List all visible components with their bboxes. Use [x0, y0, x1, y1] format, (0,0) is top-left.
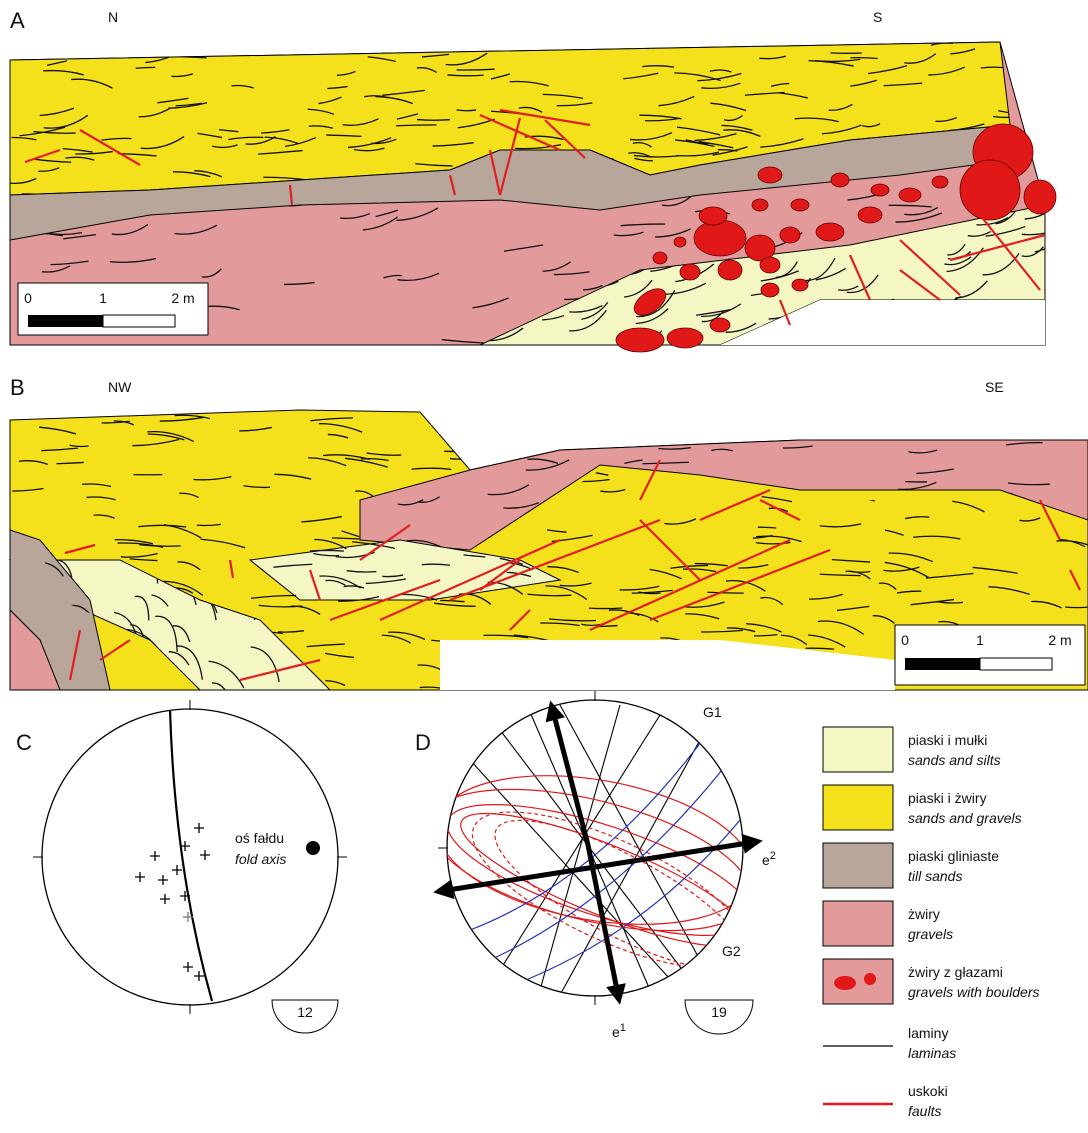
direction: NW — [108, 379, 132, 395]
lamina — [811, 424, 829, 425]
boulder — [834, 976, 856, 990]
legend-swatch — [823, 785, 893, 830]
panel-a: A N S 0 1 2 m — [10, 8, 1067, 352]
legend-label: gravels — [908, 926, 953, 942]
legend-label: sands and silts — [908, 752, 1001, 768]
count: 19 — [711, 1004, 727, 1020]
legend-label: uskoki — [908, 1083, 948, 1099]
lamina — [1002, 410, 1041, 420]
lamina — [522, 433, 557, 435]
lamina — [469, 433, 503, 445]
panel-label: A — [10, 8, 25, 33]
scale-bar: 0 1 2 m — [895, 625, 1085, 685]
scale-label: 0 — [24, 290, 32, 306]
annotation: fold axis — [235, 851, 286, 867]
lamina — [1056, 435, 1075, 436]
panel-label: B — [10, 375, 25, 400]
lamina — [535, 439, 558, 441]
panel-b: B NW SE 0 1 2 m — [10, 375, 1088, 702]
legend-swatch — [823, 843, 893, 888]
axis-label: e2 — [762, 850, 776, 868]
lamina — [979, 433, 1011, 437]
count: 12 — [297, 1004, 313, 1020]
annotation: oś fałdu — [235, 830, 284, 846]
scale-label: 2 m — [171, 290, 194, 306]
axis-label: e1 — [612, 1022, 626, 1040]
lamina — [604, 440, 645, 442]
label: G2 — [722, 943, 741, 959]
direction: N — [108, 9, 118, 25]
legend-label: laminas — [908, 1045, 956, 1061]
lamina — [310, 550, 344, 551]
poles — [135, 823, 210, 981]
scale-label: 1 — [99, 290, 107, 306]
legend-swatch — [823, 727, 893, 772]
lamina — [1045, 334, 1067, 344]
legend-label: till sands — [908, 868, 962, 884]
figure: A N S 0 1 2 m B NW SE 0 1 2 m C oś fałdu — [0, 0, 1088, 1133]
panel-c: C oś fałdu fold axis 12 — [16, 700, 347, 1033]
legend-label: gravels with boulders — [908, 984, 1040, 1000]
legend-label: piaski gliniaste — [908, 848, 999, 864]
scale-bar: 0 1 2 m — [18, 283, 208, 335]
label: G1 — [703, 704, 722, 720]
scale-label: 2 m — [1048, 632, 1071, 648]
scale-label: 1 — [976, 632, 984, 648]
lamina — [808, 416, 836, 420]
lamina — [399, 45, 429, 48]
lamina — [1036, 420, 1075, 425]
lamina — [502, 432, 543, 439]
lamina — [454, 413, 474, 415]
legend-swatch — [823, 959, 893, 1004]
legend-label: żwiry z głazami — [908, 964, 1003, 980]
scale-label: 0 — [901, 632, 909, 648]
legend-label: piaski i żwiry — [908, 790, 987, 806]
direction: S — [873, 9, 882, 25]
legend-label: faults — [908, 1103, 941, 1119]
lamina — [627, 433, 651, 435]
lamina — [417, 120, 450, 121]
panel-label: D — [415, 730, 431, 755]
legend: piaski i mułki sands and silts piaski i żw… — [823, 727, 1040, 1119]
panel-d: D G1 G2 e2 e1 19 — [415, 691, 776, 1040]
direction: SE — [985, 379, 1004, 395]
legend-label: sands and gravels — [908, 810, 1022, 826]
panel-label: C — [16, 730, 32, 755]
lamina — [527, 420, 563, 422]
lamina — [551, 409, 592, 413]
stereonet — [42, 709, 338, 1005]
legend-label: piaski i mułki — [908, 732, 987, 748]
lamina — [848, 417, 867, 419]
fold-axis-point — [306, 841, 320, 855]
legend-swatch — [823, 901, 893, 946]
lamina — [751, 411, 794, 415]
lamina — [589, 608, 622, 609]
legend-label: laminy — [908, 1025, 948, 1041]
legend-label: żwiry — [908, 906, 940, 922]
lamina — [14, 39, 44, 46]
lamina — [450, 458, 472, 459]
lamina — [62, 45, 105, 52]
lamina — [99, 46, 132, 53]
lamina — [788, 431, 811, 439]
lamina — [999, 411, 1044, 413]
boulder — [864, 973, 876, 985]
